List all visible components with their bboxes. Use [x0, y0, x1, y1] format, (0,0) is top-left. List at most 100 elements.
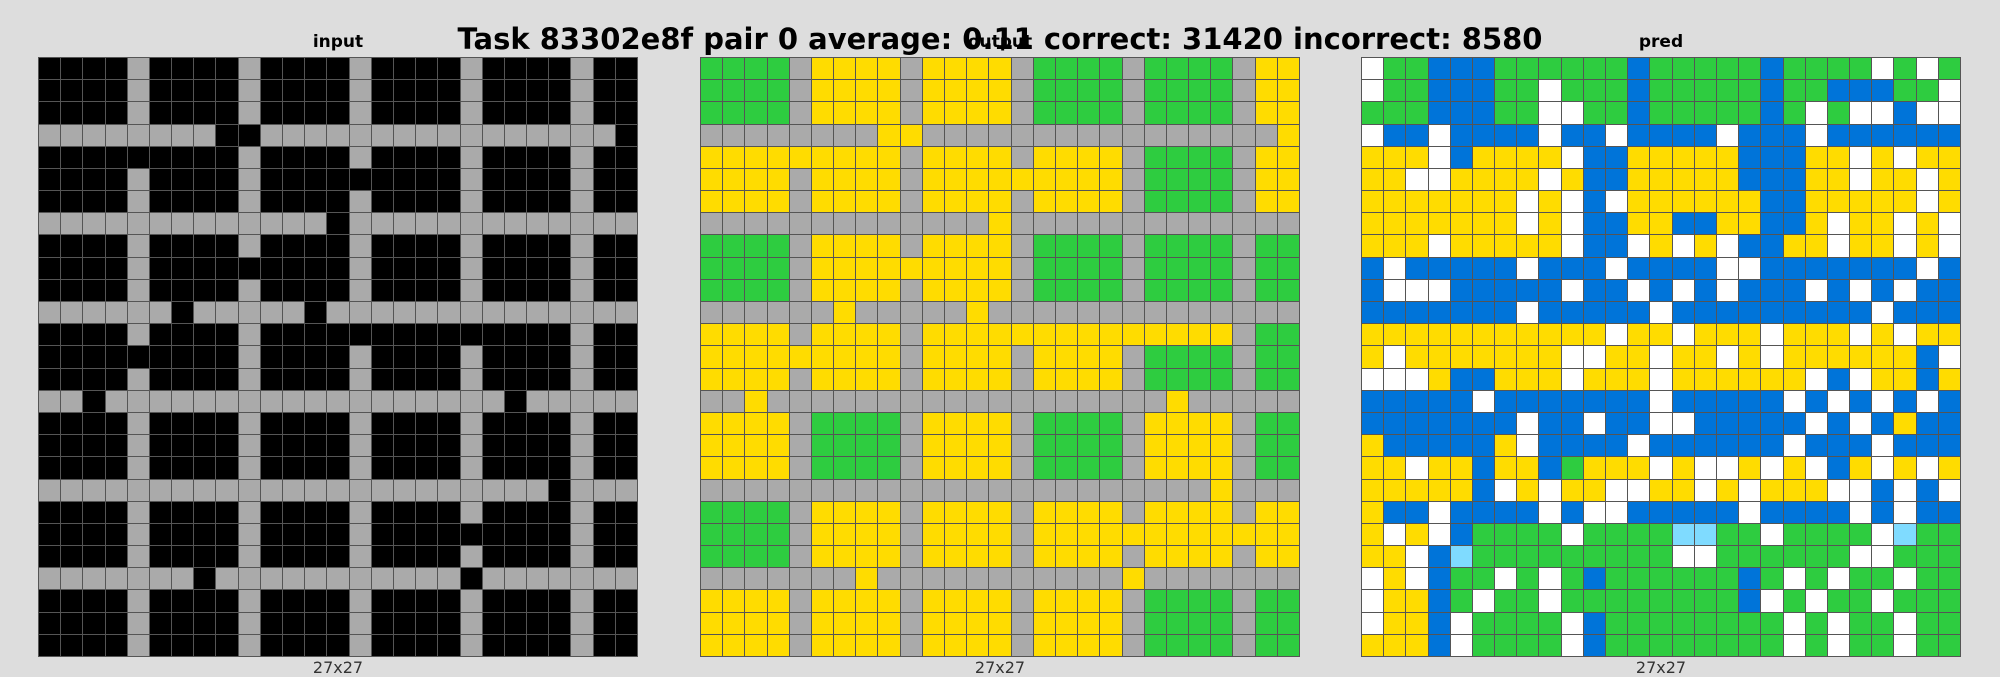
- grid-cell: [1277, 146, 1299, 168]
- grid-cell: [989, 124, 1011, 146]
- grid-cell: [1805, 124, 1827, 146]
- grid-cell: [1938, 546, 1960, 568]
- grid-cell: [1428, 235, 1450, 257]
- grid-cell: [1606, 479, 1628, 501]
- grid-cell: [1033, 612, 1055, 634]
- grid-cell: [1011, 457, 1033, 479]
- grid-cell: [1716, 346, 1739, 368]
- grid-cell: [878, 146, 900, 168]
- grid-cell: [1495, 479, 1517, 501]
- grid-cell: [460, 168, 482, 191]
- grid-cell: [1916, 213, 1938, 235]
- grid-cell: [878, 368, 900, 390]
- grid-cell: [1055, 235, 1078, 257]
- grid-cell: [1189, 612, 1211, 634]
- grid-cell: [504, 523, 527, 546]
- grid-cell: [327, 479, 349, 501]
- grid-cell: [1517, 58, 1539, 80]
- grid-cell: [1078, 612, 1100, 634]
- grid-cell: [61, 412, 83, 435]
- grid-cell: [127, 102, 149, 124]
- grid-cell: [438, 523, 460, 546]
- grid-cell: [701, 479, 723, 501]
- grid-cell: [527, 501, 549, 523]
- grid-cell: [834, 634, 856, 656]
- grid-cell: [701, 634, 723, 656]
- grid-cell: [1872, 568, 1894, 590]
- grid-cell: [1872, 80, 1894, 102]
- grid-cell: [615, 102, 637, 124]
- grid-cell: [922, 634, 945, 656]
- grid-cell: [438, 612, 460, 634]
- grid-cell: [1805, 501, 1827, 523]
- grid-cell: [1189, 302, 1211, 324]
- grid-cell: [172, 58, 194, 80]
- grid-cell: [1122, 346, 1144, 368]
- grid-cell: [811, 368, 834, 390]
- grid-cell: [1406, 412, 1428, 435]
- grid-cell: [194, 634, 216, 656]
- grid-cell: [1583, 546, 1606, 568]
- grid-cell: [1055, 58, 1078, 80]
- grid-cell: [789, 324, 811, 346]
- grid-cell: [1078, 235, 1100, 257]
- grid-cell: [1894, 213, 1916, 235]
- grid-cell: [1384, 523, 1406, 546]
- grid-cell: [1716, 435, 1739, 457]
- grid-cell: [856, 102, 878, 124]
- grid-cell: [1539, 346, 1561, 368]
- grid-cell: [1255, 191, 1277, 213]
- grid-cell: [1122, 58, 1144, 80]
- grid-cell: [194, 590, 216, 612]
- grid-cell: [1628, 346, 1650, 368]
- grid-cell: [1277, 501, 1299, 523]
- grid-cell: [571, 501, 593, 523]
- grid-cell: [527, 634, 549, 656]
- grid-cell: [1517, 435, 1539, 457]
- grid-cell: [1472, 146, 1495, 168]
- grid-cell: [1938, 590, 1960, 612]
- grid-cell: [967, 302, 989, 324]
- grid-cell: [327, 279, 349, 302]
- grid-cell: [1805, 390, 1827, 412]
- grid-cell: [989, 590, 1011, 612]
- grid-cell: [1561, 612, 1583, 634]
- grid-cell: [105, 58, 127, 80]
- grid-cell: [745, 168, 767, 191]
- grid-cell: [1495, 390, 1517, 412]
- grid-cell: [834, 435, 856, 457]
- grid-cell: [438, 546, 460, 568]
- grid-cell: [260, 523, 283, 546]
- grid-cell: [789, 146, 811, 168]
- grid-cell: [83, 390, 105, 412]
- grid-cell: [1761, 302, 1783, 324]
- grid-cell: [39, 213, 61, 235]
- grid-cell: [811, 390, 834, 412]
- grid-cell: [1894, 390, 1916, 412]
- grid-cell: [1650, 213, 1672, 235]
- grid-cell: [1033, 412, 1055, 435]
- grid-cell: [834, 590, 856, 612]
- grid-cell: [549, 546, 571, 568]
- grid-cell: [305, 191, 327, 213]
- grid-cell: [1384, 235, 1406, 257]
- grid-cell: [1761, 590, 1783, 612]
- grid-cell: [789, 80, 811, 102]
- grid-cell: [172, 390, 194, 412]
- grid-cell: [1805, 435, 1827, 457]
- grid-cell: [856, 168, 878, 191]
- grid-cell: [393, 124, 416, 146]
- grid-cell: [789, 124, 811, 146]
- grid-cell: [1850, 479, 1872, 501]
- grid-cell: [149, 412, 172, 435]
- grid-cell: [1938, 191, 1960, 213]
- grid-cell: [789, 168, 811, 191]
- grid-cell: [1472, 213, 1495, 235]
- grid-cell: [1450, 58, 1472, 80]
- grid-cell: [1166, 612, 1189, 634]
- grid-cell: [922, 168, 945, 191]
- grid-cell: [922, 324, 945, 346]
- grid-cell: [1805, 546, 1827, 568]
- grid-cell: [878, 302, 900, 324]
- grid-cell: [83, 501, 105, 523]
